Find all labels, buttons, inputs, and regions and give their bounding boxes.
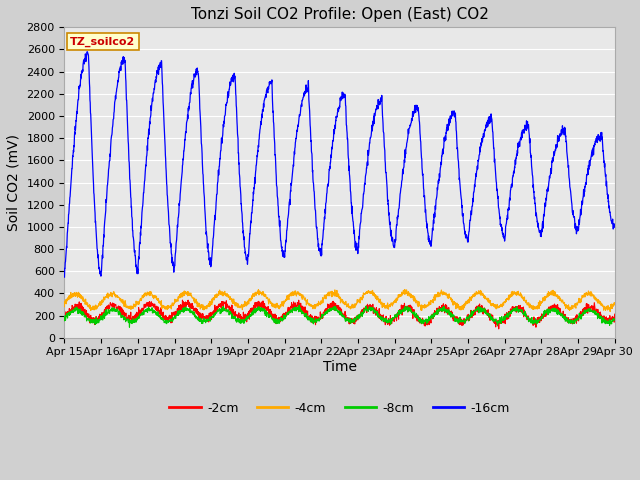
Title: Tonzi Soil CO2 Profile: Open (East) CO2: Tonzi Soil CO2 Profile: Open (East) CO2 xyxy=(191,7,488,22)
Legend: -2cm, -4cm, -8cm, -16cm: -2cm, -4cm, -8cm, -16cm xyxy=(164,397,515,420)
X-axis label: Time: Time xyxy=(323,360,356,374)
Y-axis label: Soil CO2 (mV): Soil CO2 (mV) xyxy=(7,134,21,231)
Text: TZ_soilco2: TZ_soilco2 xyxy=(70,36,135,47)
